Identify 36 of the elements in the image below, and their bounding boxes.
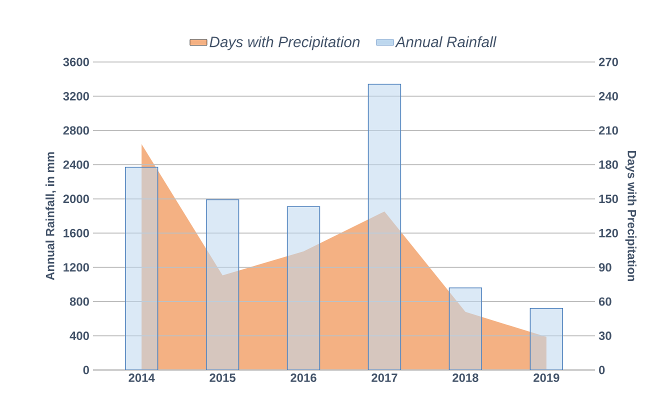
x-tick-label: 2018	[452, 374, 478, 382]
y-tick-label: 2400	[63, 160, 89, 169]
x-tick-label: 2017	[372, 374, 398, 382]
legend-label: Days with Precipitation	[210, 36, 360, 50]
y2-tick-label: 90	[598, 263, 612, 272]
y-axis-title: Annual Rainfall, in mm	[46, 152, 56, 280]
x-tick-label: 2015	[210, 374, 236, 382]
y-tick-label: 0	[83, 366, 89, 374]
y2-tick-label: 60	[598, 297, 612, 306]
y2-tick-label: 270	[598, 58, 618, 66]
bar	[124, 166, 158, 370]
y-tick-label: 800	[70, 297, 89, 306]
y-tick-label: 2800	[63, 126, 89, 135]
y2-tick-label: 30	[598, 332, 612, 340]
bar	[448, 287, 482, 370]
y2-tick-label: 120	[599, 228, 618, 238]
y2-tick-label: 240	[598, 92, 618, 100]
bar	[368, 84, 402, 370]
bar	[206, 199, 240, 370]
y-tick-label: 400	[70, 332, 89, 340]
y-tick-label: 1600	[64, 228, 89, 238]
x-tick-label: 2014	[128, 374, 155, 382]
y2-tick-label: 210	[598, 126, 618, 135]
y-tick-label: 2000	[63, 194, 89, 204]
y2-axis-title: Days with Precipitation	[625, 151, 636, 282]
y-tick-label: 1200	[64, 263, 89, 272]
x-tick-label: 2019	[534, 374, 560, 382]
bar	[286, 206, 320, 370]
y2-tick-label: 150	[599, 194, 618, 204]
y-tick-label: 3200	[63, 92, 89, 100]
y2-tick-label: 180	[599, 160, 618, 169]
bar	[530, 308, 564, 370]
legend-label: Annual Rainfall	[394, 36, 497, 48]
y-tick-label: 3600	[63, 58, 89, 66]
x-tick-label: 2016	[290, 374, 316, 382]
y2-tick-label: 0	[598, 366, 605, 374]
